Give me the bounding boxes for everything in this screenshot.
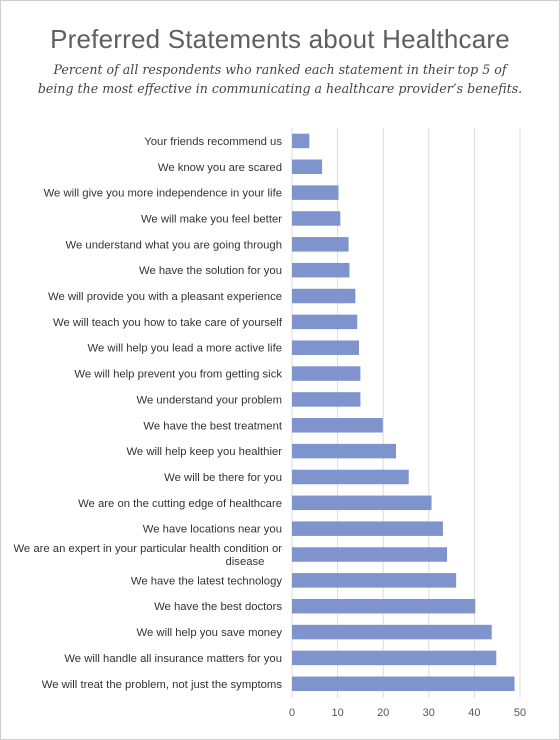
bar [292,443,396,459]
bar [292,598,476,614]
category-label: We will provide you with a pleasant expe… [48,291,282,303]
category-label: We will help prevent you from getting si… [74,369,282,381]
category-label: We have the solution for you [139,265,282,277]
category-label: We will give you more independence in yo… [44,188,282,200]
bar [292,650,497,666]
chart-title: Preferred Statements about Healthcare [50,24,510,54]
category-label: We have the best treatment [143,420,282,432]
subtitle-line-2: being the most effective in communicatin… [37,81,523,96]
bar [292,366,361,381]
bar [292,340,360,355]
category-label: We know you are scared [158,162,282,174]
category-label: We will treat the problem, not just the … [42,679,283,691]
bar [292,262,350,278]
bar [292,211,341,226]
bar [292,547,448,562]
bar [292,624,492,640]
category-label: We will make you feel better [141,213,282,225]
bar [292,521,443,536]
category-label: We will handle all insurance matters for… [64,653,282,665]
category-label: We understand your problem [137,394,282,406]
bar [292,237,349,252]
bar [292,418,383,433]
category-label: We will be there for you [164,472,282,484]
bar [292,159,323,175]
subtitle-line-1: Percent of all respondents who ranked ea… [53,62,507,77]
x-axis-ticks: 0 10 20 30 40 50 [289,707,526,719]
bar [292,573,457,588]
x-tick-label: 50 [514,707,526,719]
bar [292,314,358,330]
bars [292,133,515,692]
chart-subtitle: Percent of all respondents who ranked ea… [30,60,530,98]
category-label: We will teach you how to take care of yo… [53,317,283,329]
category-label: We will help keep you healthier [126,446,282,458]
x-tick-label: 30 [423,707,435,719]
category-labels: Your friends recommend us We know you are… [13,136,282,691]
bar [292,469,409,485]
bar [292,392,361,407]
category-label: We are an expert in your particular heal… [13,543,282,568]
category-label: Your friends recommend us [144,136,282,148]
bar [292,495,432,511]
x-tick-label: 20 [377,707,389,719]
bar [292,185,339,200]
bar [292,676,515,692]
bar [292,288,356,304]
category-label: We are on the cutting edge of healthcare [78,498,282,510]
category-label: We have the latest technology [131,575,282,587]
x-tick-label: 40 [468,707,480,719]
x-tick-label: 10 [331,707,343,719]
category-label: We have locations near you [143,524,282,536]
category-label: We will help you lead a more active life [88,343,282,355]
x-tick-label: 0 [289,707,295,719]
bar [292,133,310,149]
category-label: We have the best doctors [154,601,282,613]
category-label: We will help you save money [137,627,283,639]
category-label: We understand what you are going through [66,239,282,251]
